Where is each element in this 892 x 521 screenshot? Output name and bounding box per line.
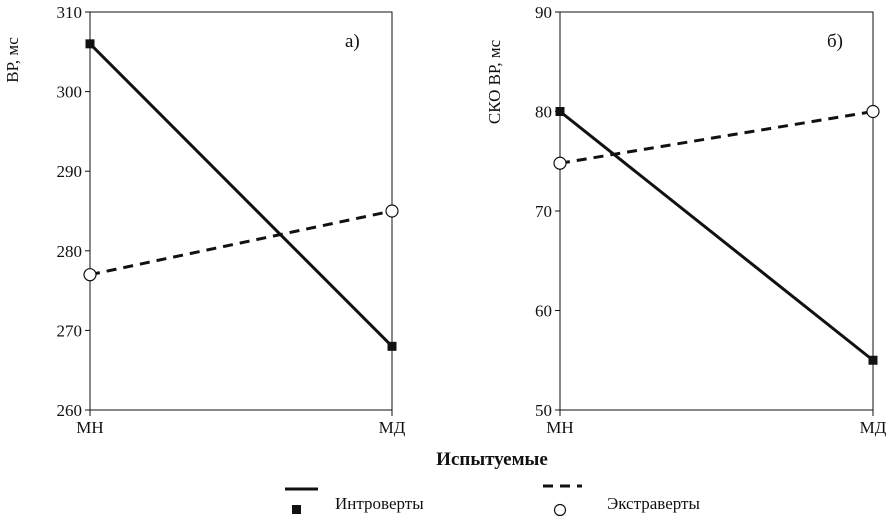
y-tick-label: 270 — [57, 321, 83, 340]
y-tick-label: 50 — [535, 401, 552, 420]
legend: Интроверты Экстраверты — [285, 484, 700, 517]
legend-marker-extraverts — [553, 503, 567, 517]
y-tick-label: 90 — [535, 3, 552, 22]
series-line-extraverts — [89, 209, 393, 277]
series-line-extraverts — [559, 110, 874, 165]
panel-b: 50 60 70 80 90 МН МД СКО ВР, мс б) — [485, 3, 887, 437]
x-tick-label: МН — [76, 418, 103, 437]
x-tick-label: МД — [860, 418, 887, 437]
x-tick-label: МД — [379, 418, 406, 437]
y-tick-label: 60 — [535, 302, 552, 321]
x-tick-label: МН — [546, 418, 573, 437]
y-tick-label: 290 — [57, 162, 83, 181]
plot-frame-b — [559, 11, 874, 411]
series-line-introverts — [88, 42, 394, 348]
data-point-extraverts — [553, 156, 567, 170]
legend-marker-introverts — [292, 505, 301, 514]
legend-label-extraverts: Экстраверты — [607, 494, 700, 513]
panel-label-b: б) — [827, 31, 843, 52]
data-point-extraverts — [866, 104, 880, 119]
y-tick-label: 280 — [57, 242, 83, 261]
y-axis-label-b: СКО ВР, мс — [485, 39, 504, 124]
y-tick-label: 310 — [57, 3, 83, 22]
series-line-introverts — [559, 110, 874, 362]
data-point-introverts — [387, 341, 397, 351]
y-axis-label-a: ВР, мс — [3, 37, 22, 83]
panel-label-a: а) — [345, 31, 360, 52]
plot-frame-a — [89, 11, 393, 411]
data-point-introverts — [868, 355, 878, 365]
x-axis-title: Испытуемые — [436, 449, 548, 470]
data-point-extraverts — [385, 204, 399, 218]
y-tick-label: 80 — [535, 103, 552, 122]
legend-label-introverts: Интроверты — [335, 494, 424, 513]
panel-a: 260 270 280 290 300 310 МН МД ВР, мс а) — [3, 3, 406, 437]
data-point-introverts — [85, 39, 95, 49]
y-tick-label: 260 — [57, 401, 83, 420]
data-point-extraverts — [83, 268, 97, 282]
y-tick-label: 300 — [57, 83, 83, 102]
y-tick-label: 70 — [535, 202, 552, 221]
data-point-introverts — [555, 107, 565, 116]
